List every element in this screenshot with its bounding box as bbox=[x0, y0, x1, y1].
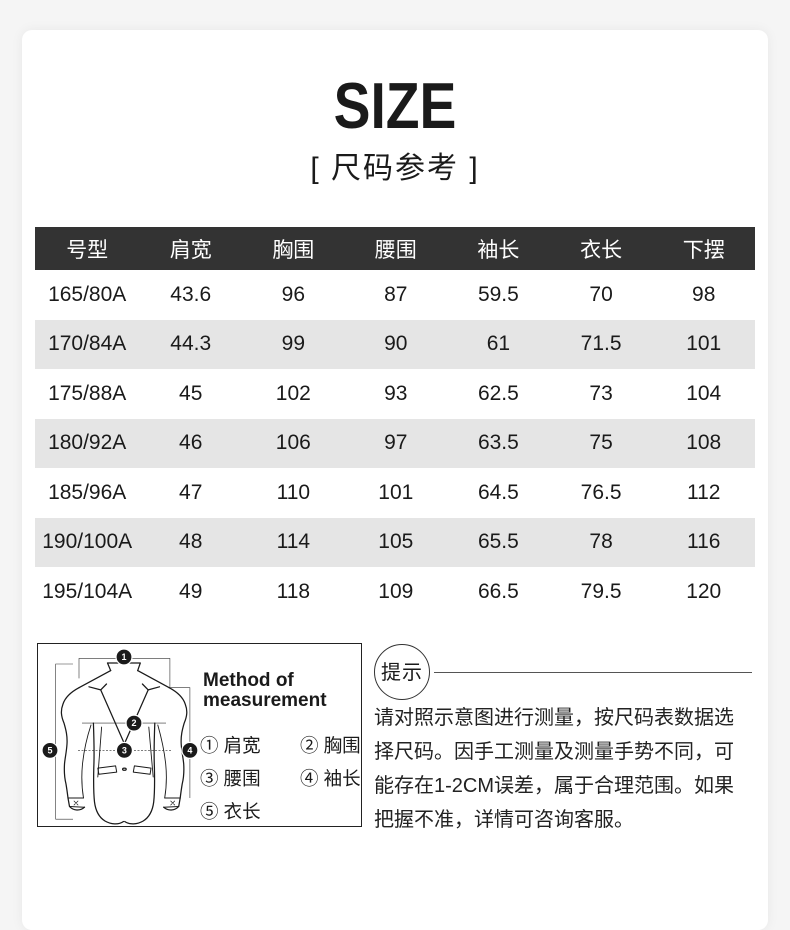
svg-text:1: 1 bbox=[121, 652, 126, 662]
svg-text:4: 4 bbox=[187, 746, 192, 756]
svg-text:5: 5 bbox=[47, 746, 52, 756]
svg-text:3: 3 bbox=[121, 746, 126, 756]
svg-text:2: 2 bbox=[131, 718, 136, 728]
